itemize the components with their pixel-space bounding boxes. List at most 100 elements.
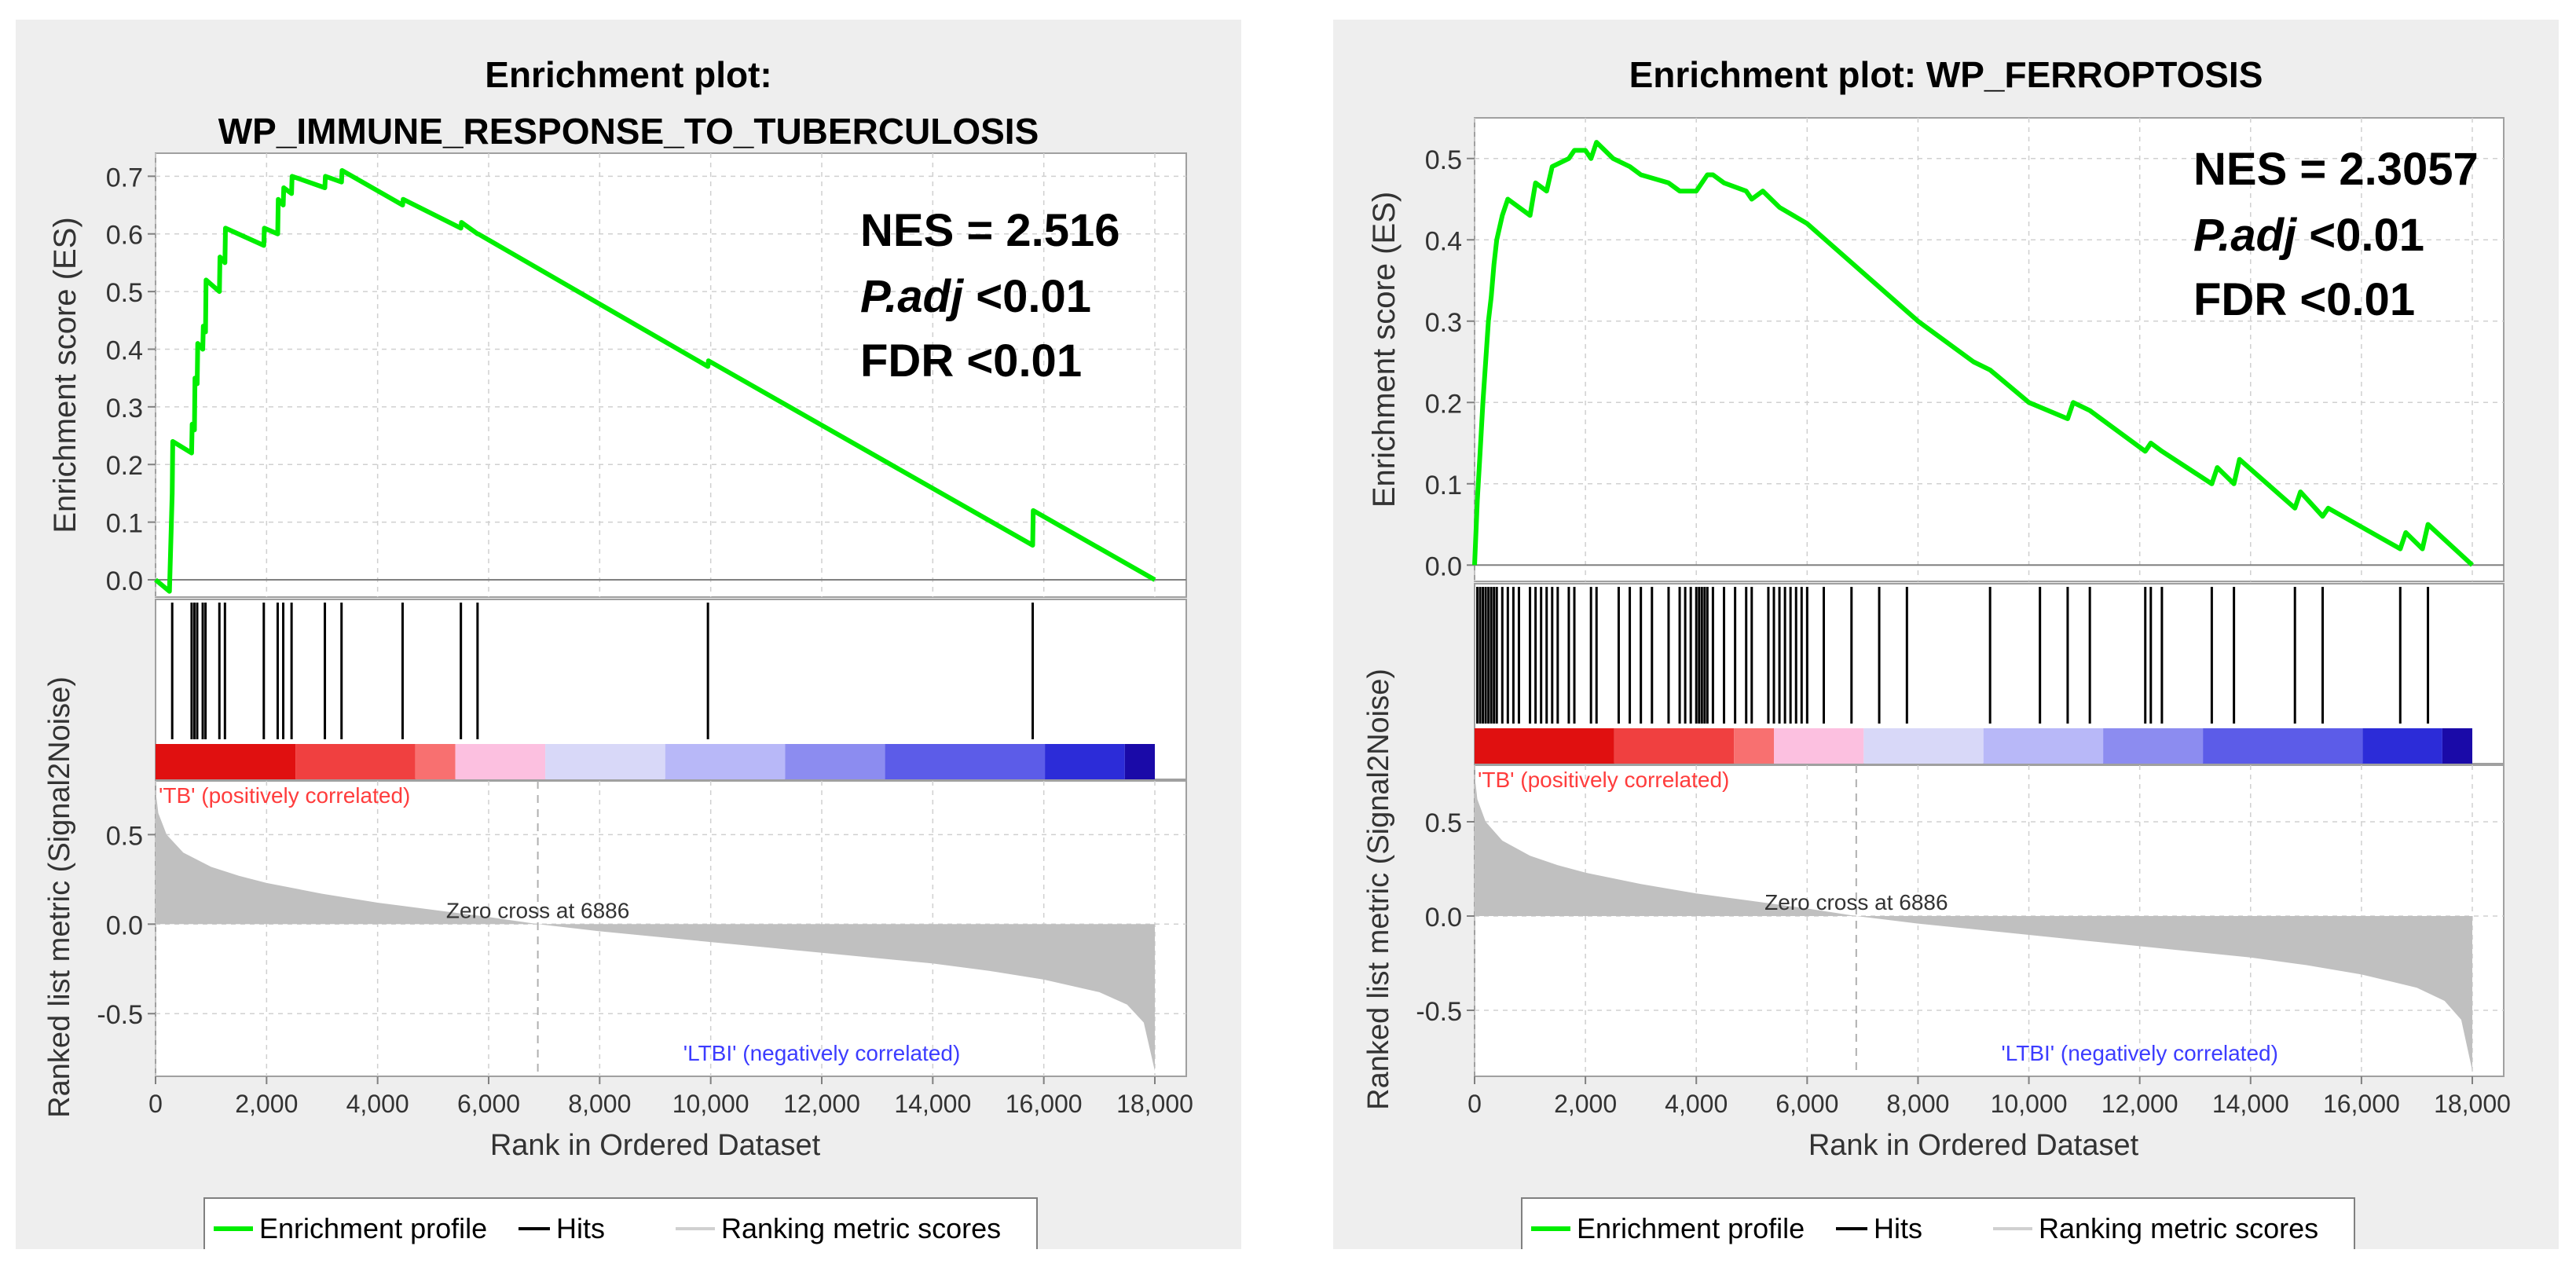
legend-box — [203, 1197, 1038, 1249]
es-ytick-label: 0.0 — [106, 566, 143, 596]
es-plot-area — [1474, 117, 2505, 582]
metric-ytick-label: 0.5 — [106, 821, 143, 851]
es-ytick-label: 0.2 — [1425, 389, 1462, 419]
ranking-metric-area — [1475, 775, 2472, 1071]
ranked-bar-segment — [455, 744, 546, 779]
padj-value: <0.01 — [2296, 210, 2424, 261]
positive-label: 'TB' (positively correlated) — [1478, 768, 1729, 792]
metric-ylabel: Ranked list metric (Signal2Noise) — [1362, 669, 1395, 1110]
metric-ytick-label: 0.5 — [1425, 808, 1462, 838]
ranked-bar-segment — [785, 744, 885, 779]
legend-hits-label: Hits — [1874, 1212, 1922, 1244]
xtick-label: 8,000 — [1886, 1090, 1949, 1118]
ranked-bar-segment — [1045, 744, 1125, 779]
es-plot-area — [155, 152, 1187, 598]
xtick-label: 6,000 — [457, 1090, 520, 1118]
xtick-label: 16,000 — [1006, 1090, 1083, 1118]
es-ytick-label: 0.5 — [106, 278, 143, 308]
ranked-bar-segment — [1983, 728, 2104, 764]
legend-metric-label: Ranking metric scores — [2039, 1212, 2318, 1244]
es-ylabel: Enrichment score (ES) — [48, 217, 82, 533]
fdr-label: FDR <0.01 — [2193, 274, 2415, 325]
xlabel: Rank in Ordered Dataset — [1808, 1129, 2139, 1162]
metric-ytick-label: -0.5 — [1416, 997, 1462, 1027]
ranked-bar-segment — [885, 744, 1046, 779]
xtick-label: 18,000 — [1116, 1090, 1193, 1118]
xtick-label: 2,000 — [235, 1090, 298, 1118]
nes-label: NES = 2.3057 — [2193, 144, 2479, 195]
xtick-label: 8,000 — [568, 1090, 631, 1118]
enrichment-profile-line — [1472, 140, 2475, 567]
ranked-bar-segment — [1863, 728, 1984, 764]
xtick-label: 0 — [1468, 1090, 1482, 1118]
metric-ytick-label: -0.5 — [97, 1000, 143, 1030]
es-ytick-label: 0.4 — [106, 335, 143, 365]
legend-metric-label: Ranking metric scores — [721, 1212, 1001, 1244]
xtick-label: 10,000 — [1991, 1090, 2068, 1118]
xtick-label: 10,000 — [672, 1090, 749, 1118]
ranked-bar-segment — [415, 744, 456, 779]
legend-hits-label: Hits — [556, 1212, 605, 1244]
nes-label: NES = 2.516 — [860, 205, 1120, 256]
chart-title: Enrichment plot: WP_FERROPTOSIS — [1629, 54, 2263, 95]
zero-cross-label: Zero cross at 6886 — [446, 898, 629, 922]
es-ytick-label: 0.5 — [1425, 145, 1462, 175]
fdr-label: FDR <0.01 — [860, 335, 1082, 387]
xtick-label: 0 — [148, 1090, 163, 1118]
xtick-label: 4,000 — [346, 1090, 409, 1118]
padj-label: P.adj <0.01 — [860, 271, 1091, 322]
legend-profile-label: Enrichment profile — [259, 1212, 487, 1244]
xtick-label: 14,000 — [2212, 1090, 2289, 1118]
ranked-bar-segment — [2362, 728, 2442, 764]
ranked-bar-segment — [2103, 728, 2204, 764]
es-ytick-label: 0.7 — [106, 163, 143, 192]
xtick-label: 4,000 — [1665, 1090, 1728, 1118]
es-ytick-label: 0.2 — [106, 451, 143, 481]
padj-italic: P.adj — [2193, 210, 2298, 261]
enrichment-profile-line — [154, 168, 1156, 594]
enrichment-panel-right: Enrichment plot: WP_FERROPTOSIS NES = 2.3… — [1333, 20, 2559, 1249]
xtick-label: 2,000 — [1554, 1090, 1617, 1118]
xtick-label: 6,000 — [1775, 1090, 1838, 1118]
chart-title: Enrichment plot: — [485, 54, 771, 95]
negative-label: 'LTBI' (negatively correlated) — [683, 1041, 961, 1065]
ranked-bar-segment — [1124, 744, 1155, 779]
es-ylabel: Enrichment score (ES) — [1367, 192, 1402, 508]
xtick-label: 16,000 — [2323, 1090, 2400, 1118]
xtick-label: 18,000 — [2434, 1090, 2511, 1118]
ranked-bar-segment — [1475, 728, 1614, 764]
ranked-bar-segment — [2442, 728, 2472, 764]
xlabel: Rank in Ordered Dataset — [490, 1129, 821, 1162]
padj-value: <0.01 — [963, 271, 1091, 322]
xtick-label: 12,000 — [2101, 1090, 2178, 1118]
enrichment-plot-chart: Enrichment plot: WP_IMMUNE_RESPONSE_TO_TU… — [43, 54, 1193, 1249]
enrichment-panel-left: Enrichment plot: WP_IMMUNE_RESPONSE_TO_TU… — [16, 20, 1241, 1249]
es-ytick-label: 0.3 — [106, 394, 143, 423]
padj-italic: P.adj — [860, 271, 965, 322]
negative-label: 'LTBI' (negatively correlated) — [2001, 1041, 2278, 1065]
metric-ytick-label: 0.0 — [106, 911, 143, 940]
ranking-metric-area — [156, 790, 1155, 1072]
ranked-bar-segment — [156, 744, 296, 779]
ranked-bar-segment — [2203, 728, 2363, 764]
es-ytick-label: 0.1 — [1425, 471, 1462, 500]
es-ytick-label: 0.0 — [1425, 552, 1462, 581]
ranked-bar-segment — [295, 744, 416, 779]
positive-label: 'TB' (positively correlated) — [159, 783, 410, 808]
metric-ylabel: Ranked list metric (Signal2Noise) — [43, 676, 76, 1118]
metric-ytick-label: 0.0 — [1425, 903, 1462, 933]
enrichment-plot-chart: Enrichment plot: WP_FERROPTOSIS NES = 2.3… — [1362, 54, 2511, 1249]
legend-profile-label: Enrichment profile — [1577, 1212, 1805, 1244]
es-ytick-label: 0.3 — [1425, 308, 1462, 338]
es-ytick-label: 0.4 — [1425, 226, 1462, 256]
zero-cross-label: Zero cross at 6886 — [1764, 890, 1948, 914]
padj-label: P.adj <0.01 — [2193, 210, 2424, 261]
ranked-bar-segment — [1774, 728, 1864, 764]
ranked-bar-segment — [545, 744, 665, 779]
chart-title: WP_IMMUNE_RESPONSE_TO_TUBERCULOSIS — [218, 111, 1039, 152]
xtick-label: 12,000 — [783, 1090, 860, 1118]
ranked-bar-segment — [1614, 728, 1735, 764]
ranked-bar-segment — [1734, 728, 1774, 764]
es-ytick-label: 0.1 — [106, 509, 143, 539]
xtick-label: 14,000 — [894, 1090, 971, 1118]
